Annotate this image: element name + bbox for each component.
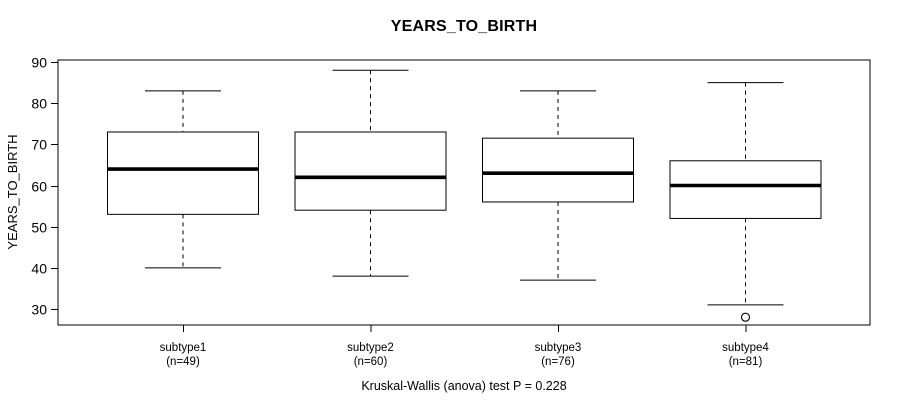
iqr-box [107,131,259,215]
y-tick-label: 70 [31,137,47,153]
x-category-label: subtype1 [160,342,207,354]
x-category-label: subtype2 [347,342,394,354]
x-category-n-label: (n=49) [166,356,200,368]
y-tick-label: 50 [31,220,47,236]
iqr-box [482,137,634,203]
x-category-label: subtype3 [535,342,582,354]
boxplot-subtype3: subtype3 (n=76) [482,90,634,368]
x-category-label: subtype4 [722,342,769,354]
y-tick-label: 30 [31,302,47,318]
iqr-box [669,160,822,219]
x-category-n-label: (n=76) [541,356,575,368]
boxplot-subtype2: subtype2 (n=60) [294,69,447,368]
x-category-n-label: (n=81) [729,356,763,368]
y-tick-label: 60 [31,179,47,195]
chart-title: YEARS_TO_BIRTH [390,18,538,35]
x-category-n-label: (n=60) [354,356,388,368]
boxplot-subtype4: subtype4 (n=81) [669,82,822,368]
y-axis-label: YEARS_TO_BIRTH [5,134,20,249]
plot-dynamic-layer: 30 40 50 60 70 80 90 subtype1 (n=49) subtype2 (n=6… [31,55,871,368]
outlier-point [740,312,751,322]
y-tick-label: 90 [31,55,47,71]
iqr-box [294,131,447,211]
y-tick-label: 80 [31,96,47,112]
stat-test-annotation: Kruskal-Wallis (anova) test P = 0.228 [361,379,567,393]
plot-frame [57,59,871,326]
y-tick-label: 40 [31,261,47,277]
boxplot-subtype1: subtype1 (n=49) [107,90,259,368]
